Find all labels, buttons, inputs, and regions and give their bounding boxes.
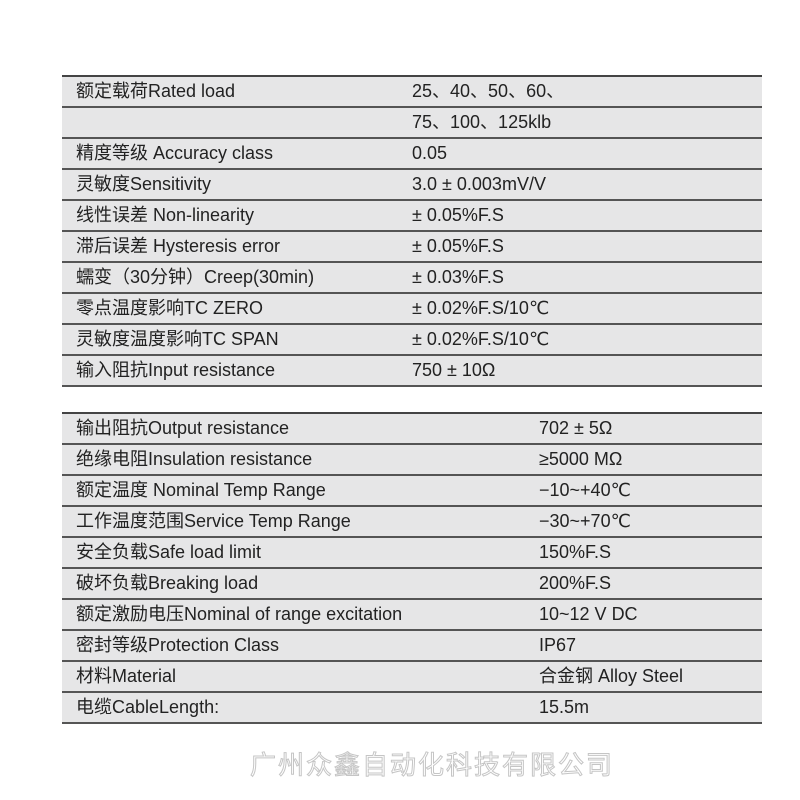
table-row: 灵敏度Sensitivity 3.0 ± 0.003mV/V (62, 170, 762, 201)
spec-value: 0.05 (412, 143, 448, 163)
table-row: 75、100、125klb (62, 108, 762, 139)
spec-value: ± 0.03%F.S (412, 267, 504, 287)
spec-value: 15.5m (539, 697, 590, 717)
spec-label: 线性误差 Non-linearity (76, 205, 255, 225)
spec-label: 滞后误差 Hysteresis error (76, 236, 281, 256)
table-row: 破坏负载Breaking load 200%F.S (62, 569, 762, 600)
spec-label: 精度等级 Accuracy class (76, 143, 274, 163)
spec-value: 750 ± 10Ω (412, 360, 496, 380)
table-row: 额定激励电压Nominal of range excitation 10~12 V… (62, 600, 762, 631)
spec-label: 输出阻抗Output resistance (76, 418, 290, 438)
table-row: 密封等级Protection Class IP67 (62, 631, 762, 662)
table-row: 电缆CableLength: 15.5m (62, 693, 762, 724)
table-row: 绝缘电阻Insulation resistance ≥5000 MΩ (62, 445, 762, 476)
spec-value: 10~12 V DC (539, 604, 638, 624)
spec-value: ± 0.05%F.S (412, 205, 504, 225)
table-row: 工作温度范围Service Temp Range −30~+70℃ (62, 507, 762, 538)
table-row: 滞后误差 Hysteresis error ± 0.05%F.S (62, 232, 762, 263)
spec-label: 破坏负载Breaking load (76, 573, 259, 593)
spec-value: ± 0.02%F.S/10℃ (412, 298, 550, 318)
spec-label: 灵敏度温度影响TC SPAN (76, 329, 279, 349)
table-row: 零点温度影响TC ZERO ± 0.02%F.S/10℃ (62, 294, 762, 325)
spec-label: 额定激励电压Nominal of range excitation (76, 604, 403, 624)
spec-value: 150%F.S (539, 542, 612, 562)
spec-table-2: 输出阻抗Output resistance 702 ± 5Ω 绝缘电阻Insulat… (62, 412, 762, 724)
spec-label: 材料Material (76, 666, 177, 686)
watermark: 广州众鑫自动化科技有限公司 (249, 750, 615, 781)
table-row: 额定载荷Rated load 25、40、50、60、 (62, 77, 762, 108)
spec-label: 额定温度 Nominal Temp Range (76, 480, 326, 500)
spec-label: 零点温度影响TC ZERO (76, 298, 263, 318)
spec-value: −30~+70℃ (539, 511, 631, 531)
spec-value: 合金钢 Alloy Steel (539, 666, 684, 686)
spec-value: IP67 (539, 635, 577, 655)
spec-label: 绝缘电阻Insulation resistance (76, 449, 313, 469)
spec-label: 输入阻抗Input resistance (76, 360, 276, 380)
spec-label: 安全负载Safe load limit (76, 542, 262, 562)
spec-label: 灵敏度Sensitivity (76, 174, 212, 194)
spec-label: 密封等级Protection Class (76, 635, 280, 655)
spec-label: 蠕变（30分钟）Creep(30min) (76, 267, 315, 287)
spec-value: 25、40、50、60、 (412, 81, 565, 101)
spec-value: 75、100、125klb (412, 112, 552, 132)
table-row: 输入阻抗Input resistance 750 ± 10Ω (62, 356, 762, 387)
spec-value: 200%F.S (539, 573, 612, 593)
spec-label: 工作温度范围Service Temp Range (76, 511, 351, 531)
table-row: 精度等级 Accuracy class 0.05 (62, 139, 762, 170)
spec-label: 额定载荷Rated load (76, 81, 236, 101)
spec-value: 3.0 ± 0.003mV/V (412, 174, 546, 194)
spec-table-1: 额定载荷Rated load 25、40、50、60、 75、100、125klb 精… (62, 75, 762, 387)
spec-value: −10~+40℃ (539, 480, 631, 500)
spec-value: ± 0.02%F.S/10℃ (412, 329, 550, 349)
spec-label: 电缆CableLength: (76, 697, 220, 717)
table-row: 额定温度 Nominal Temp Range −10~+40℃ (62, 476, 762, 507)
spec-value: ± 0.05%F.S (412, 236, 504, 256)
table-row: 蠕变（30分钟）Creep(30min) ± 0.03%F.S (62, 263, 762, 294)
table-row: 材料Material 合金钢 Alloy Steel (62, 662, 762, 693)
table-row: 输出阻抗Output resistance 702 ± 5Ω (62, 414, 762, 445)
spec-value: ≥5000 MΩ (539, 449, 623, 469)
table-row: 线性误差 Non-linearity ± 0.05%F.S (62, 201, 762, 232)
spec-value: 702 ± 5Ω (539, 418, 613, 438)
table-row: 灵敏度温度影响TC SPAN ± 0.02%F.S/10℃ (62, 325, 762, 356)
table-row: 安全负载Safe load limit 150%F.S (62, 538, 762, 569)
